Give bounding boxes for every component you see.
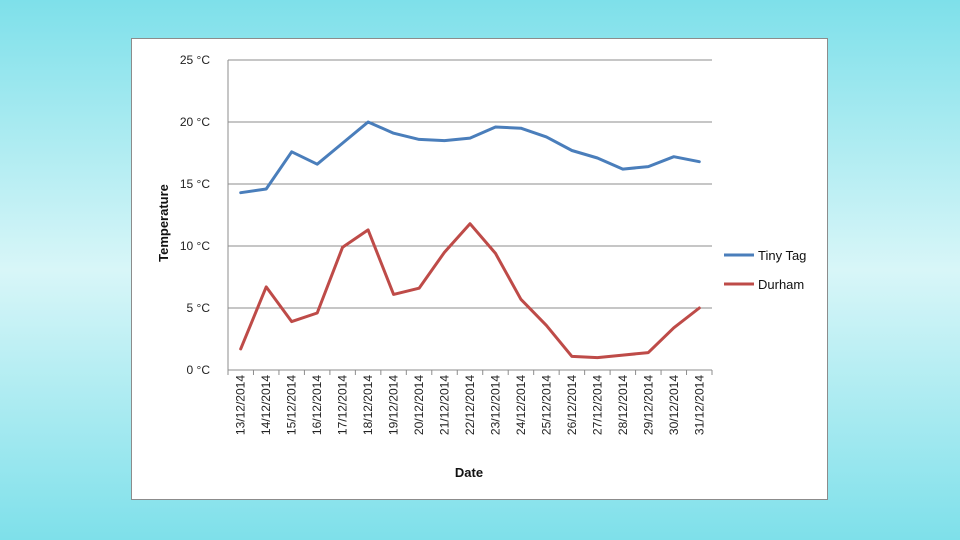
x-tick-label: 15/12/2014 [285, 375, 299, 435]
x-tick-label: 22/12/2014 [463, 375, 477, 435]
y-tick-label: 20 °C [180, 115, 210, 129]
y-tick-label: 25 °C [180, 53, 210, 67]
x-tick-label: 19/12/2014 [387, 375, 401, 435]
x-tick-label: 30/12/2014 [667, 375, 681, 435]
series-line-durham [239, 222, 701, 360]
y-tick-label: 0 °C [187, 363, 211, 377]
y-tick-label: 5 °C [187, 301, 211, 315]
x-tick-label: 27/12/2014 [590, 375, 604, 435]
x-tick-label: 31/12/2014 [692, 375, 706, 435]
x-tick-label: 13/12/2014 [234, 375, 248, 435]
gridlines [227, 59, 713, 375]
line-chart: 0 °C5 °C10 °C15 °C20 °C25 °C 13/12/2014 1… [156, 53, 806, 480]
legend-label: Tiny Tag [758, 248, 806, 263]
x-axis-ticks: 13/12/2014 14/12/2014 15/12/2014 16/12/2014… [234, 375, 707, 435]
legend-label: Durham [758, 277, 804, 292]
x-tick-label: 24/12/2014 [514, 375, 528, 435]
x-tick-label: 25/12/2014 [539, 375, 553, 435]
x-tick-label: 17/12/2014 [336, 375, 350, 435]
x-tick-label: 16/12/2014 [310, 375, 324, 435]
x-tick-label: 26/12/2014 [565, 375, 579, 435]
y-tick-label: 15 °C [180, 177, 210, 191]
y-tick-label: 10 °C [180, 239, 210, 253]
series-lines [239, 120, 701, 360]
x-tick-label: 29/12/2014 [641, 375, 655, 435]
series-line-tiny-tag [239, 120, 701, 195]
chart-frame: 0 °C 5 °C 10 °C 15 °C 20 °C 25 °C 13/12/2014 1… [131, 38, 828, 500]
x-tick-label: 18/12/2014 [361, 375, 375, 435]
y-axis-title: Temperature [156, 184, 171, 262]
x-tick-label: 28/12/2014 [616, 375, 630, 435]
legend: Tiny Tag Durham [724, 248, 806, 292]
x-tick-label: 21/12/2014 [438, 375, 452, 435]
x-tick-label: 14/12/2014 [259, 375, 273, 435]
x-axis-title: Date [455, 465, 483, 480]
y-axis-ticks: 0 °C 5 °C 10 °C 15 °C 20 °C 25 °C [180, 53, 210, 377]
x-tick-label: 20/12/2014 [412, 375, 426, 435]
x-tick-label: 23/12/2014 [488, 375, 502, 435]
